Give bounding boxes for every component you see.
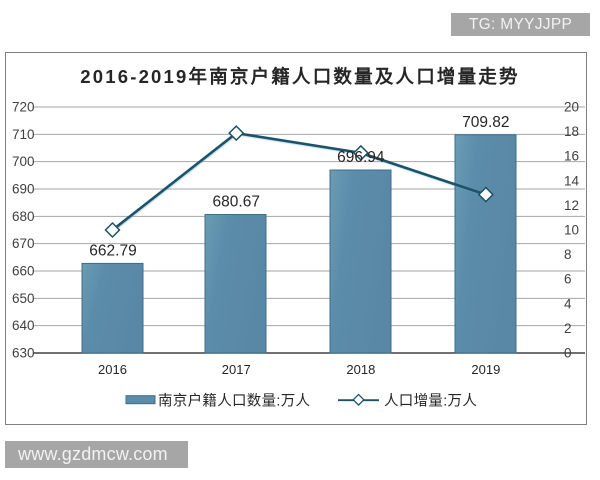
svg-text:650: 650 — [12, 291, 35, 306]
svg-text:2016: 2016 — [98, 362, 127, 377]
svg-text:2017: 2017 — [222, 362, 251, 377]
svg-text:662.79: 662.79 — [89, 243, 136, 260]
svg-text:12: 12 — [564, 198, 579, 213]
svg-text:16: 16 — [564, 149, 579, 164]
svg-text:4: 4 — [564, 296, 572, 311]
svg-text:630: 630 — [12, 346, 35, 361]
svg-text:2018: 2018 — [346, 362, 375, 377]
svg-text:720: 720 — [12, 100, 35, 115]
svg-text:人口增量:万人: 人口增量:万人 — [384, 392, 477, 409]
svg-text:0: 0 — [564, 346, 572, 361]
svg-text:20: 20 — [564, 100, 579, 115]
svg-text:670: 670 — [12, 236, 35, 251]
svg-text:696.94: 696.94 — [337, 149, 385, 166]
svg-text:14: 14 — [564, 173, 580, 188]
svg-text:6: 6 — [564, 272, 572, 287]
svg-text:660: 660 — [12, 264, 35, 279]
svg-text:680: 680 — [12, 209, 35, 224]
svg-text:640: 640 — [12, 318, 35, 333]
svg-text:8: 8 — [564, 247, 572, 262]
svg-text:709.82: 709.82 — [462, 114, 509, 131]
svg-text:2: 2 — [564, 321, 572, 336]
svg-text:690: 690 — [12, 182, 35, 197]
svg-text:18: 18 — [564, 124, 579, 139]
svg-text:南京户籍人口数量:万人: 南京户籍人口数量:万人 — [158, 392, 310, 409]
svg-text:10: 10 — [564, 223, 579, 238]
svg-text:700: 700 — [12, 154, 35, 169]
svg-text:2019: 2019 — [471, 362, 500, 377]
svg-text:680.67: 680.67 — [213, 194, 260, 211]
svg-text:710: 710 — [12, 127, 35, 142]
